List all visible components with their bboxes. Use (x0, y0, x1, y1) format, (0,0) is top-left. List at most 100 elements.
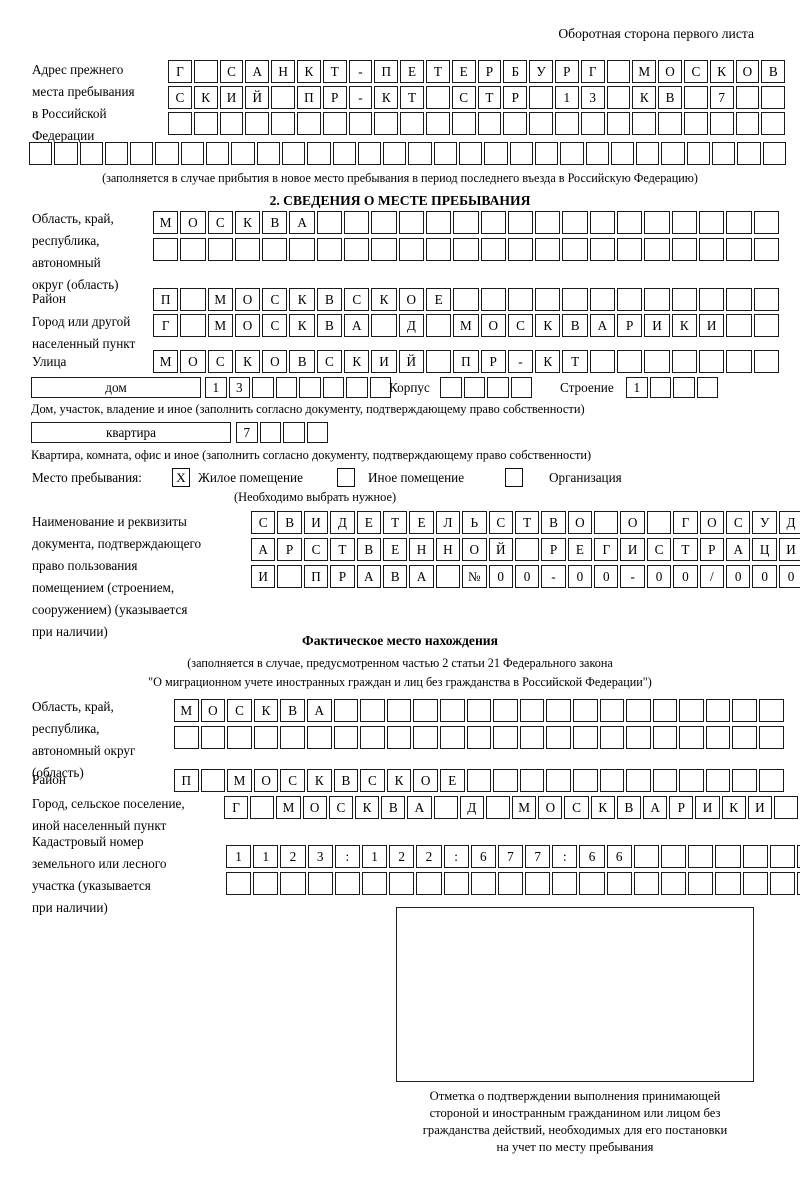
comb-cell[interactable]: М (453, 314, 479, 337)
comb-cell[interactable]: Р (480, 350, 506, 373)
comb-cell[interactable]: К (289, 314, 315, 337)
comb-cell[interactable] (560, 142, 584, 165)
comb-cell[interactable] (626, 699, 651, 722)
comb-cell[interactable] (180, 288, 206, 311)
comb-cell[interactable]: К (234, 211, 261, 234)
comb-cell[interactable]: И (303, 511, 329, 534)
comb-cell[interactable] (753, 211, 779, 234)
comb-cell[interactable]: 1 (361, 845, 388, 868)
comb-cell[interactable] (610, 142, 635, 165)
comb-cell[interactable] (250, 796, 275, 819)
comb-cell[interactable]: Р (477, 60, 502, 83)
comb-cell[interactable] (606, 872, 632, 895)
comb-cell[interactable]: С (344, 288, 370, 311)
comb-cell[interactable]: 0 (488, 565, 513, 588)
comb-cell[interactable]: Т (400, 86, 424, 109)
comb-cell[interactable]: П (174, 769, 199, 792)
comb-cell[interactable]: О (398, 288, 424, 311)
comb-cell[interactable]: О (567, 511, 593, 534)
comb-cell[interactable]: К (632, 86, 657, 109)
comb-cell[interactable] (698, 238, 725, 261)
comb-cell[interactable]: 6 (579, 845, 605, 868)
comb-cell[interactable] (644, 288, 670, 311)
comb-cell[interactable] (562, 238, 588, 261)
comb-cell[interactable]: : (334, 845, 360, 868)
comb-cell[interactable]: В (262, 211, 288, 234)
comb-cell[interactable] (322, 377, 344, 398)
comb-cell[interactable]: Й (398, 350, 424, 373)
stroenie-comb[interactable]: 1 (626, 377, 718, 398)
comb-cell[interactable] (507, 211, 534, 234)
comb-cell[interactable]: 0 (514, 565, 540, 588)
comb-cell[interactable]: О (262, 350, 288, 373)
comb-cell[interactable]: Й (245, 86, 270, 109)
comb-cell[interactable]: П (374, 60, 399, 83)
comb-cell[interactable] (646, 511, 672, 534)
comb-cell[interactable] (79, 142, 103, 165)
comb-cell[interactable]: 0 (673, 565, 698, 588)
comb-cell[interactable]: Д (778, 511, 800, 534)
comb-cell[interactable]: Т (514, 511, 540, 534)
comb-cell[interactable] (759, 769, 784, 792)
comb-cell[interactable] (688, 845, 714, 868)
comb-cell[interactable] (425, 86, 450, 109)
comb-cell[interactable]: В (280, 699, 305, 722)
comb-cell[interactable]: 1 (626, 377, 648, 398)
comb-cell[interactable] (661, 872, 687, 895)
comb-cell[interactable]: П (153, 288, 179, 311)
comb-cell[interactable] (617, 211, 643, 234)
comb-cell[interactable] (510, 377, 532, 398)
comb-cell[interactable] (572, 726, 598, 749)
comb-cell[interactable]: Т (330, 538, 355, 561)
comb-cell[interactable]: - (620, 565, 645, 588)
comb-cell[interactable] (280, 872, 306, 895)
comb-cell[interactable] (180, 238, 206, 261)
comb-cell[interactable] (683, 86, 708, 109)
comb-cell[interactable] (408, 142, 432, 165)
comb-cell[interactable]: К (535, 350, 561, 373)
comb-cell[interactable] (153, 238, 179, 261)
comb-cell[interactable] (769, 872, 795, 895)
comb-cell[interactable] (726, 211, 752, 234)
comb-cell[interactable]: О (620, 511, 645, 534)
comb-cell[interactable]: С (328, 796, 353, 819)
comb-cell[interactable] (484, 142, 508, 165)
checkbox-inoe-pomeshchenie[interactable] (337, 468, 355, 487)
comb-cell[interactable] (534, 142, 559, 165)
comb-cell[interactable]: Т (477, 86, 502, 109)
comb-cell[interactable]: О (253, 769, 279, 792)
actual-region-comb-row-2[interactable] (174, 726, 784, 749)
comb-cell[interactable] (606, 112, 631, 135)
comb-cell[interactable] (346, 377, 368, 398)
comb-cell[interactable] (753, 238, 779, 261)
comb-cell[interactable] (271, 86, 295, 109)
comb-cell[interactable] (470, 872, 496, 895)
comb-cell[interactable] (726, 314, 752, 337)
comb-cell[interactable] (219, 112, 244, 135)
comb-cell[interactable] (466, 699, 492, 722)
comb-cell[interactable]: К (289, 288, 315, 311)
comb-cell[interactable] (649, 377, 671, 398)
comb-cell[interactable] (253, 726, 279, 749)
comb-cell[interactable]: М (512, 796, 537, 819)
comb-cell[interactable] (227, 726, 252, 749)
comb-cell[interactable] (271, 112, 295, 135)
comb-cell[interactable]: 3 (307, 845, 333, 868)
comb-cell[interactable]: И (251, 565, 276, 588)
comb-cell[interactable] (277, 565, 302, 588)
comb-cell[interactable] (252, 377, 274, 398)
comb-cell[interactable] (275, 377, 297, 398)
comb-cell[interactable] (180, 142, 205, 165)
comb-cell[interactable]: 0 (778, 565, 800, 588)
comb-cell[interactable] (425, 238, 452, 261)
comb-cell[interactable] (554, 112, 579, 135)
comb-cell[interactable]: 7 (497, 845, 524, 868)
comb-cell[interactable]: С (488, 511, 513, 534)
comb-cell[interactable] (480, 211, 506, 234)
comb-cell[interactable]: 0 (567, 565, 593, 588)
comb-cell[interactable] (371, 314, 397, 337)
comb-cell[interactable] (535, 288, 561, 311)
